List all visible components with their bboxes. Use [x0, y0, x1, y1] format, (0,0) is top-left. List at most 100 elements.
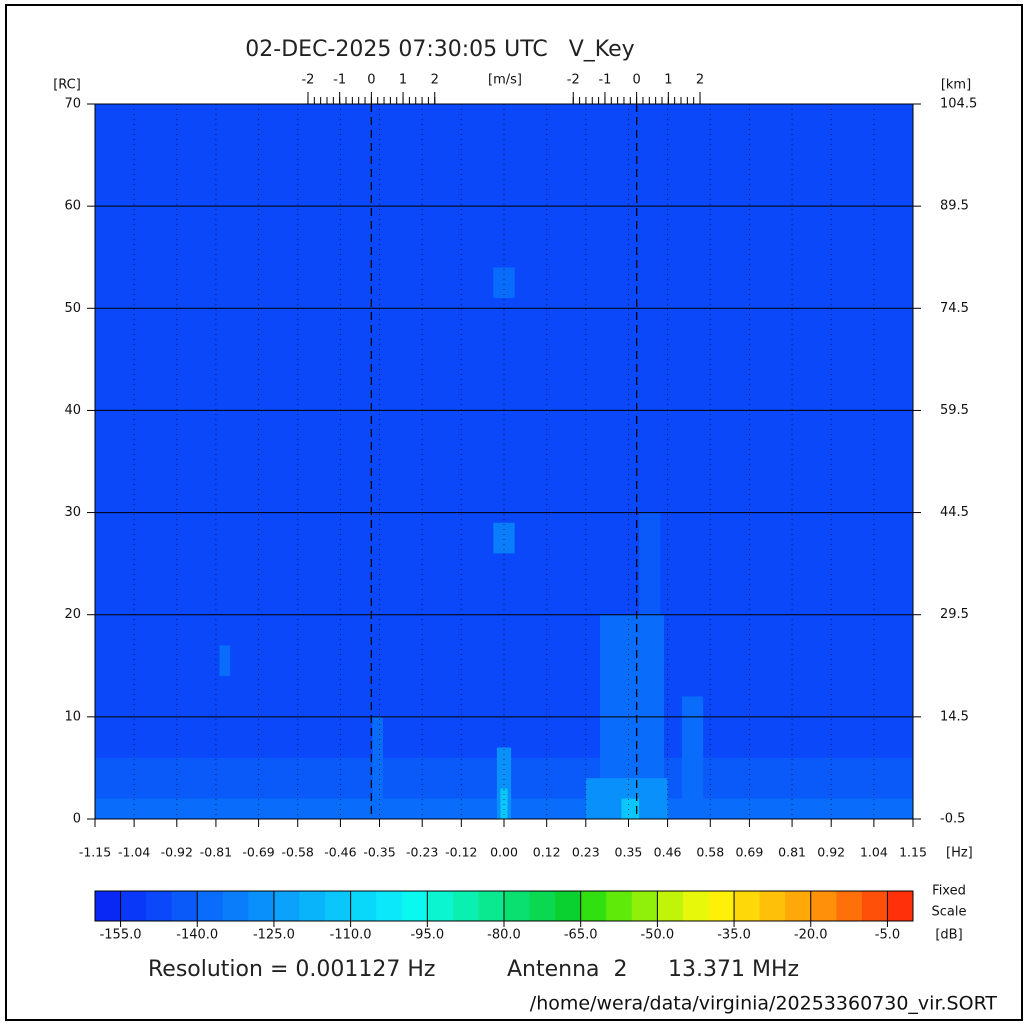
heatmap-cell [639, 512, 661, 615]
x-tick-label: -0.12 [445, 845, 477, 860]
colorbar-block [861, 891, 888, 921]
x-tick-label: 0.12 [533, 845, 561, 860]
y-tick-label: 30 [64, 505, 81, 520]
y2-tick-label: 29.5 [940, 607, 969, 622]
x-tick-label: -0.81 [200, 845, 232, 860]
velocity-label: [m/s] [488, 73, 522, 88]
y2-tick-label: 44.5 [940, 505, 969, 520]
colorbar-tick-label: -80.0 [487, 928, 521, 943]
x-tick-label: 0.23 [572, 845, 600, 860]
x-tick-label: 1.15 [899, 845, 927, 860]
colorbar-tick-label: -5.0 [875, 928, 900, 943]
colorbar-tick-label: -95.0 [410, 928, 444, 943]
colorbar-block [580, 891, 607, 921]
colorbar-block [273, 891, 300, 921]
y2-tick-label: 74.5 [940, 301, 969, 316]
footer-frequency: 13.371 MHz [668, 957, 799, 982]
x-tick-label: -0.92 [161, 845, 193, 860]
y-tick-label: 70 [64, 97, 81, 112]
y2-tick-label: -0.5 [940, 812, 965, 827]
colorbar-block [95, 891, 122, 921]
heatmap-cell [493, 522, 515, 554]
velocity-tick-label: 0 [632, 73, 640, 88]
heatmap-cell [219, 645, 231, 676]
x-tick-label: -0.46 [324, 845, 356, 860]
x-tick-label: 0.00 [490, 845, 518, 860]
file-path: /home/wera/data/virginia/20253360730_vir… [530, 993, 998, 1015]
colorbar-block [146, 891, 173, 921]
y-axis-label: [RC] [53, 78, 81, 93]
y2-tick-label: 104.5 [940, 97, 977, 112]
y2-tick-label: 14.5 [940, 709, 969, 724]
y-tick-label: 0 [73, 812, 81, 827]
colorbar-block [452, 891, 479, 921]
colorbar-block [785, 891, 812, 921]
velocity-tick-label: -1 [333, 73, 346, 88]
colorbar-tick-label: -50.0 [641, 928, 675, 943]
velocity-tick-label: 2 [696, 73, 704, 88]
y-tick-label: 50 [64, 301, 81, 316]
colorbar-tick-label: -125.0 [253, 928, 295, 943]
x-tick-label: 0.92 [817, 845, 845, 860]
velocity-tick-label: -2 [567, 73, 580, 88]
colorbar-block [887, 891, 914, 921]
colorbar-tick-label: -110.0 [330, 928, 372, 943]
colorbar-label: [dB] [935, 928, 962, 943]
colorbar-block [836, 891, 863, 921]
x-tick-label: 1.04 [860, 845, 888, 860]
colorbar-tick-label: -140.0 [176, 928, 218, 943]
colorbar-block [171, 891, 198, 921]
colorbar-block [555, 891, 582, 921]
y-tick-label: 20 [64, 607, 81, 622]
x-tick-label: 0.46 [654, 845, 682, 860]
frame [5, 4, 1023, 1021]
colorbar-block [350, 891, 377, 921]
colorbar-block [222, 891, 249, 921]
colorbar-block [759, 891, 786, 921]
x-tick-label: -0.35 [363, 845, 395, 860]
velocity-tick-label: 1 [399, 73, 407, 88]
colorbar-block [197, 891, 224, 921]
colorbar-block [401, 891, 428, 921]
footer-resolution: Resolution = 0.001127 Hz [148, 957, 435, 982]
colorbar-block [810, 891, 837, 921]
x-axis-label: [Hz] [946, 846, 973, 861]
colorbar-block [606, 891, 633, 921]
velocity-tick-label: -1 [598, 73, 611, 88]
y-tick-label: 40 [64, 403, 81, 418]
y2-axis-label: [km] [941, 78, 971, 93]
colorbar-tick-label: -20.0 [794, 928, 828, 943]
plot-border [94, 103, 914, 820]
heatmap-cell [681, 696, 704, 819]
colorbar-tick-label: -35.0 [717, 928, 751, 943]
velocity-tick-label: 0 [367, 73, 375, 88]
colorbar-block [427, 891, 454, 921]
colorbar-label: Fixed [932, 884, 966, 899]
x-tick-label: -0.69 [242, 845, 274, 860]
x-tick-label: -0.58 [282, 845, 314, 860]
colorbar-border [94, 890, 914, 922]
colorbar-block [734, 891, 761, 921]
colorbar-tick-label: -155.0 [100, 928, 142, 943]
x-tick-label: 0.69 [735, 845, 763, 860]
colorbar-tick-label: -65.0 [564, 928, 598, 943]
heatmap-cell [500, 788, 508, 819]
y2-tick-label: 89.5 [940, 199, 969, 214]
colorbar-block [478, 891, 505, 921]
velocity-tick-label: 2 [431, 73, 439, 88]
heatmap-cell [493, 267, 515, 299]
chart-title: 02-DEC-2025 07:30:05 UTC V_Key [245, 37, 634, 62]
colorbar-block [325, 891, 352, 921]
x-tick-label: 0.58 [696, 845, 724, 860]
colorbar-block [682, 891, 709, 921]
x-tick-label: -1.15 [79, 845, 111, 860]
velocity-tick-label: -2 [301, 73, 314, 88]
x-tick-label: -1.04 [118, 845, 150, 860]
y-tick-label: 60 [64, 199, 81, 214]
colorbar-block [120, 891, 147, 921]
heatmap-cell [372, 716, 384, 819]
y2-tick-label: 59.5 [940, 403, 969, 418]
colorbar-block [248, 891, 275, 921]
colorbar-block [631, 891, 658, 921]
